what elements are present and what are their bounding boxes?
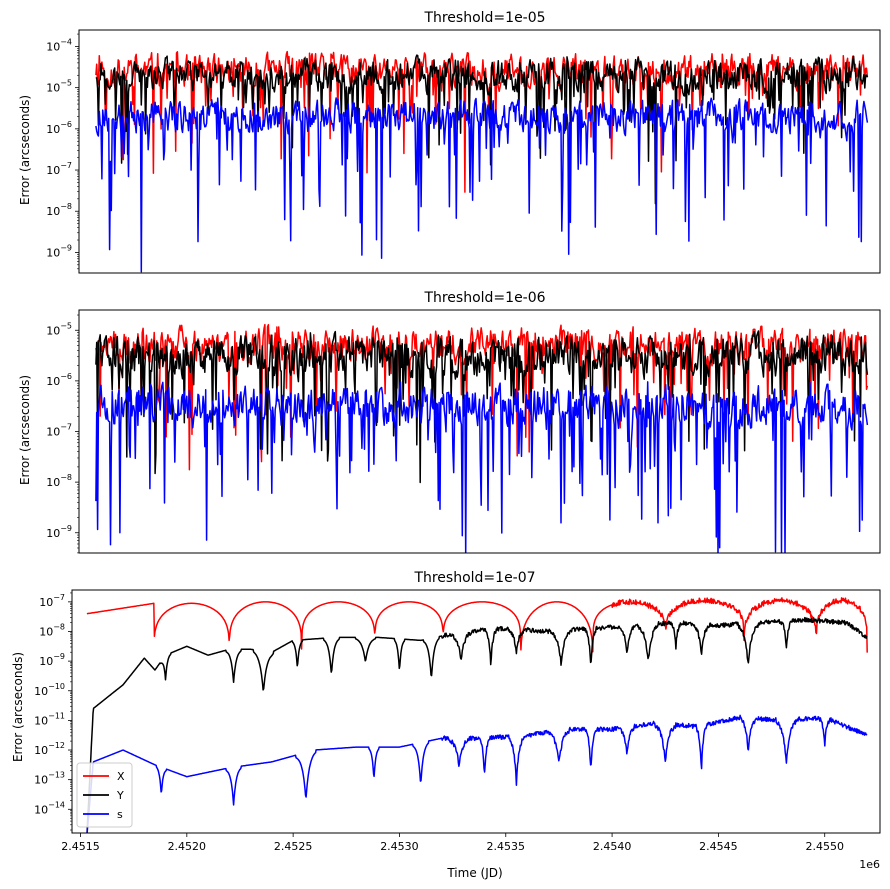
series-line-2 (95, 54, 869, 205)
legend: XYs (76, 762, 133, 828)
y-tick-label: 10−5 (46, 79, 72, 95)
subplot-2-title: Threshold=1e-06 (423, 290, 545, 306)
series-line-2 (95, 330, 869, 484)
subplot-3: Threshold=1e-07 Error (arcseconds) Time … (11, 570, 881, 880)
y-tick-label: 10−7 (46, 161, 72, 177)
y-tick-label: 10−8 (39, 622, 65, 638)
subplot-3-ylabel: Error (arcseconds) (11, 652, 25, 762)
subplot-1: Threshold=1e-05 Error (arcseconds) 10−91… (18, 10, 881, 274)
series-line-X (86, 597, 868, 653)
series-line-3 (95, 97, 869, 273)
y-tick-label: 10−5 (46, 321, 72, 337)
y-tick-label: 10−14 (34, 800, 65, 816)
subplot-1-plot-area: 10−9 10−8 10−7 10−6 10−5 10−4 (46, 29, 881, 274)
legend-label-X: X (117, 770, 125, 783)
y-tick-label: 10−11 (34, 711, 65, 727)
series-line-Y (86, 616, 868, 833)
x-tick-label: 2.4530 (380, 840, 419, 853)
x-tick-label: 2.4545 (699, 840, 738, 853)
x-tick-label: 2.4535 (487, 840, 526, 853)
y-tick-label: 10−6 (46, 120, 72, 136)
y-tick-label: 10−7 (46, 423, 72, 439)
subplot-2-ylabel: Error (arcseconds) (18, 375, 32, 485)
series-line-s (86, 714, 868, 833)
y-tick-label: 10−9 (46, 243, 72, 259)
subplot-3-title: Threshold=1e-07 (413, 570, 535, 586)
y-tick-label: 10−7 (39, 593, 65, 609)
x-offset-label: 1e6 (859, 858, 880, 871)
y-tick-label: 10−10 (34, 682, 65, 698)
y-tick-label: 10−6 (46, 372, 72, 388)
legend-label-s: s (117, 808, 123, 821)
subplot-3-plot-area: 10−14 10−13 10−12 10−11 10−10 10−9 10−8 10−7 2.4… (34, 589, 881, 871)
subplot-2: Threshold=1e-06 Error (arcseconds) 10−91… (18, 290, 881, 554)
y-tick-label: 10−12 (34, 741, 65, 757)
legend-label-Y: Y (116, 789, 124, 802)
subplot-1-ylabel: Error (arcseconds) (18, 95, 32, 205)
x-tick-label: 2.4550 (805, 840, 844, 853)
y-tick-label: 10−8 (46, 473, 72, 489)
subplot-3-xlabel: Time (JD) (446, 866, 502, 880)
series-line-3 (95, 381, 869, 553)
y-tick-label: 10−13 (34, 771, 65, 787)
subplot-1-title: Threshold=1e-05 (423, 10, 545, 26)
x-tick-label: 2.4515 (61, 840, 100, 853)
subplot-3-series (86, 597, 868, 833)
y-tick-label: 10−8 (46, 202, 72, 218)
x-tick-label: 2.4520 (168, 840, 207, 853)
x-tick-label: 2.4540 (593, 840, 632, 853)
y-tick-label: 10−9 (39, 652, 65, 668)
axes-frame (78, 29, 881, 274)
x-tick-label: 2.4525 (274, 840, 313, 853)
subplot-2-series (95, 323, 869, 553)
y-tick-label: 10−4 (46, 37, 72, 53)
y-tick-label: 10−9 (46, 524, 72, 540)
subplot-2-plot-area: 10−9 10−8 10−7 10−6 10−5 (46, 309, 881, 554)
subplot-1-series (95, 50, 869, 273)
